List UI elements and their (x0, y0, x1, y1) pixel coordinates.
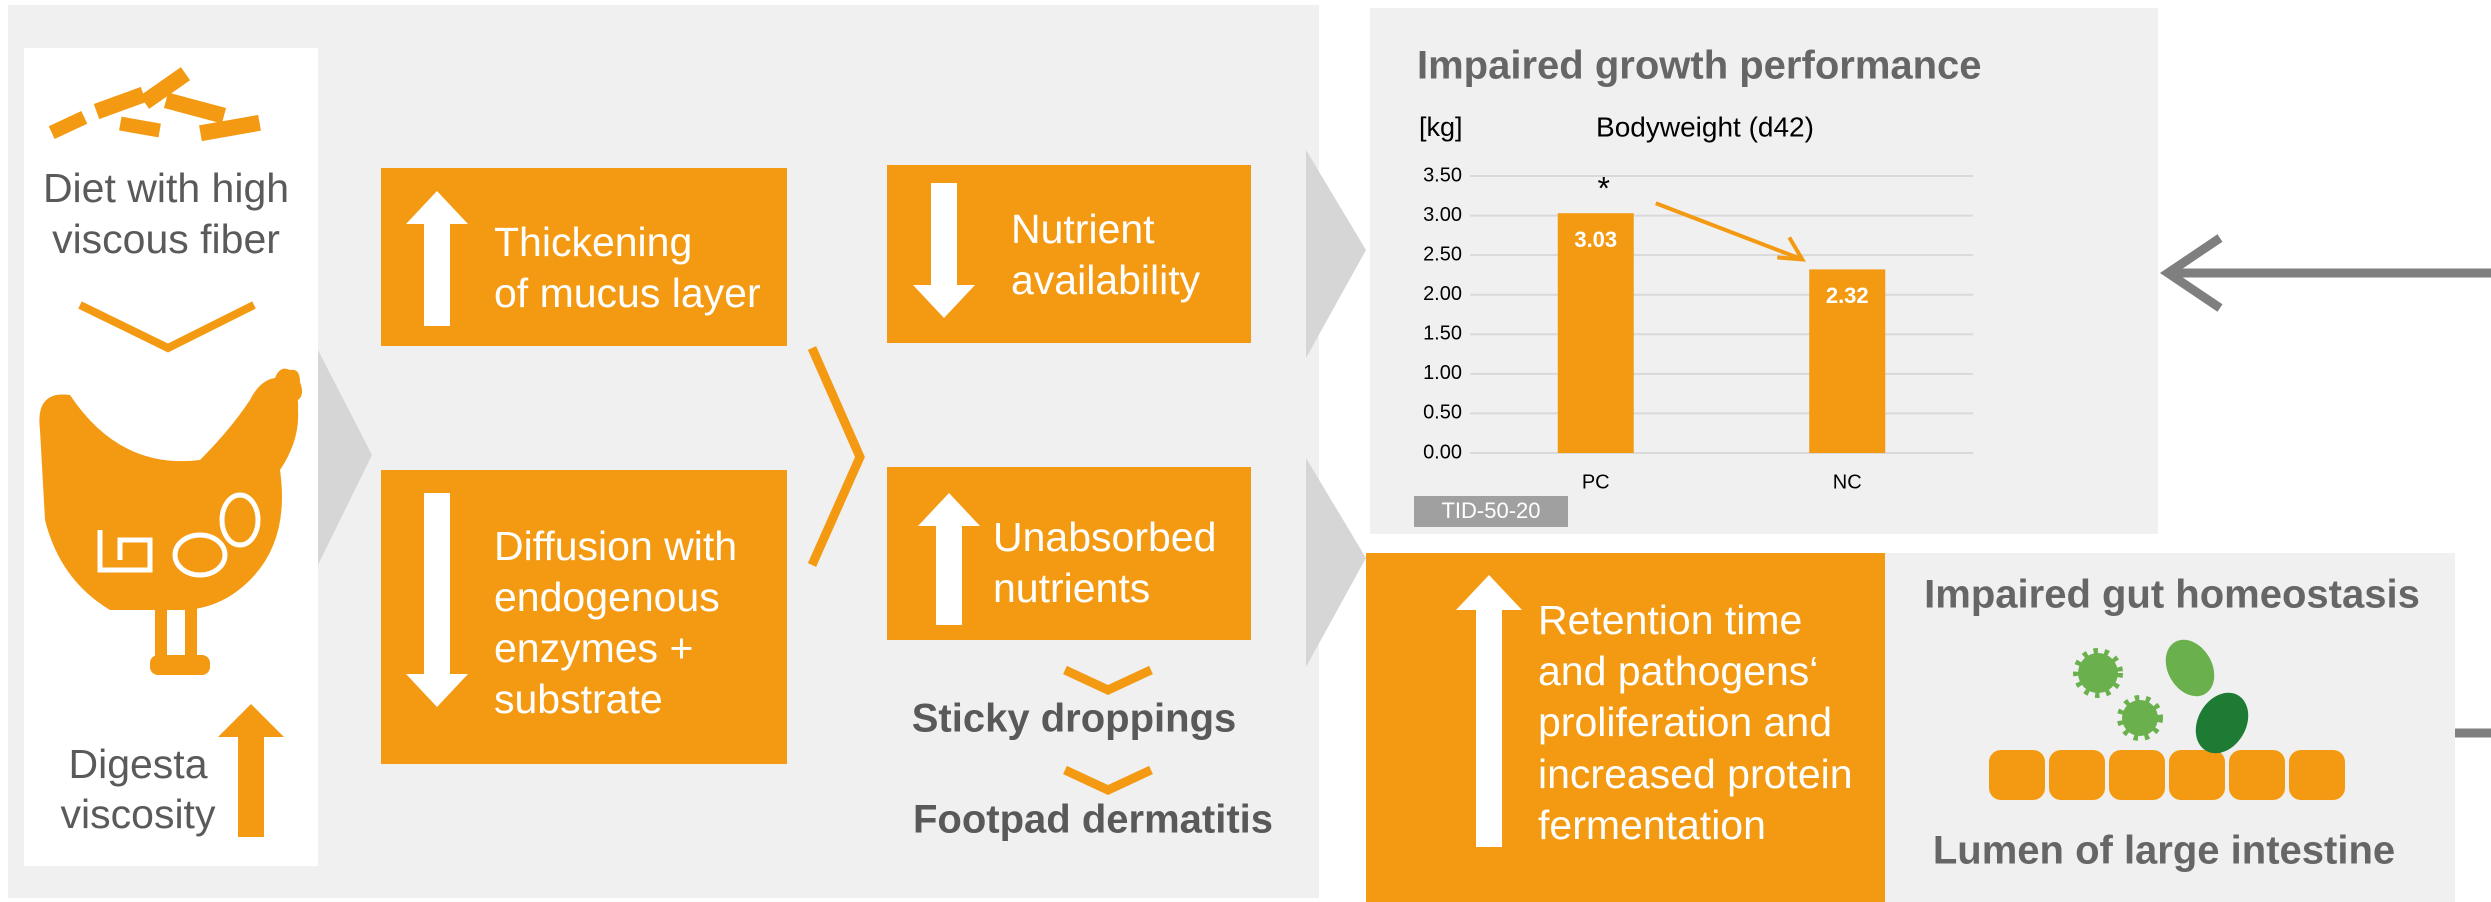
x-tick-label: NC (1833, 471, 1862, 493)
panel-title: Impaired gut homeostasis (1924, 573, 2420, 617)
diagram: Diet with high viscous fiber Digesta vis… (0, 0, 2491, 902)
y-tick-label: 0.50 (1423, 402, 1462, 424)
box-text: Nutrient (1011, 206, 1155, 252)
y-axis-label: [kg] (1419, 112, 1463, 142)
box-text: enzymes + (494, 625, 693, 671)
y-tick-label: 3.50 (1423, 164, 1462, 186)
box-text: availability (1011, 257, 1201, 303)
consequence: Footpad dermatitis (913, 798, 1273, 842)
diet-text: Diet with high (43, 165, 289, 211)
digesta-text: Digesta (68, 741, 207, 787)
annotation: * (1598, 171, 1610, 207)
panel-title: Impaired growth performance (1417, 44, 1982, 88)
value-label: 2.32 (1826, 283, 1869, 308)
box-text: endogenous (494, 574, 720, 620)
box-text: nutrients (993, 565, 1150, 611)
box-text: fermentation (1538, 802, 1766, 848)
y-tick-label: 3.00 (1423, 204, 1462, 226)
consequence: Sticky droppings (912, 697, 1237, 741)
box-text: Retention time (1538, 597, 1802, 643)
diet-text: viscous fiber (52, 216, 280, 262)
box-text: Unabsorbed (993, 514, 1216, 560)
y-tick-label: 0.00 (1423, 441, 1462, 463)
y-tick-label: 1.00 (1423, 362, 1462, 384)
tag: TID-50-20 (1441, 498, 1540, 523)
y-tick-label: 1.50 (1423, 323, 1462, 345)
box-text: Thickening (494, 219, 692, 265)
digesta-text: viscosity (61, 791, 216, 837)
caption: Lumen of large intestine (1933, 829, 2395, 873)
box-text: substrate (494, 676, 663, 722)
box-text: proliferation and (1538, 699, 1832, 745)
box-text: of mucus layer (494, 270, 761, 316)
y-tick-label: 2.50 (1423, 243, 1462, 265)
chart-title: Bodyweight (d42) (1596, 111, 1814, 142)
y-tick-label: 2.00 (1423, 283, 1462, 305)
box-text: and pathogens‘ (1538, 648, 1818, 694)
x-tick-label: PC (1582, 471, 1610, 493)
value-label: 3.03 (1574, 227, 1617, 252)
box-text: Diffusion with (494, 523, 737, 569)
box-text: increased protein (1538, 751, 1853, 797)
